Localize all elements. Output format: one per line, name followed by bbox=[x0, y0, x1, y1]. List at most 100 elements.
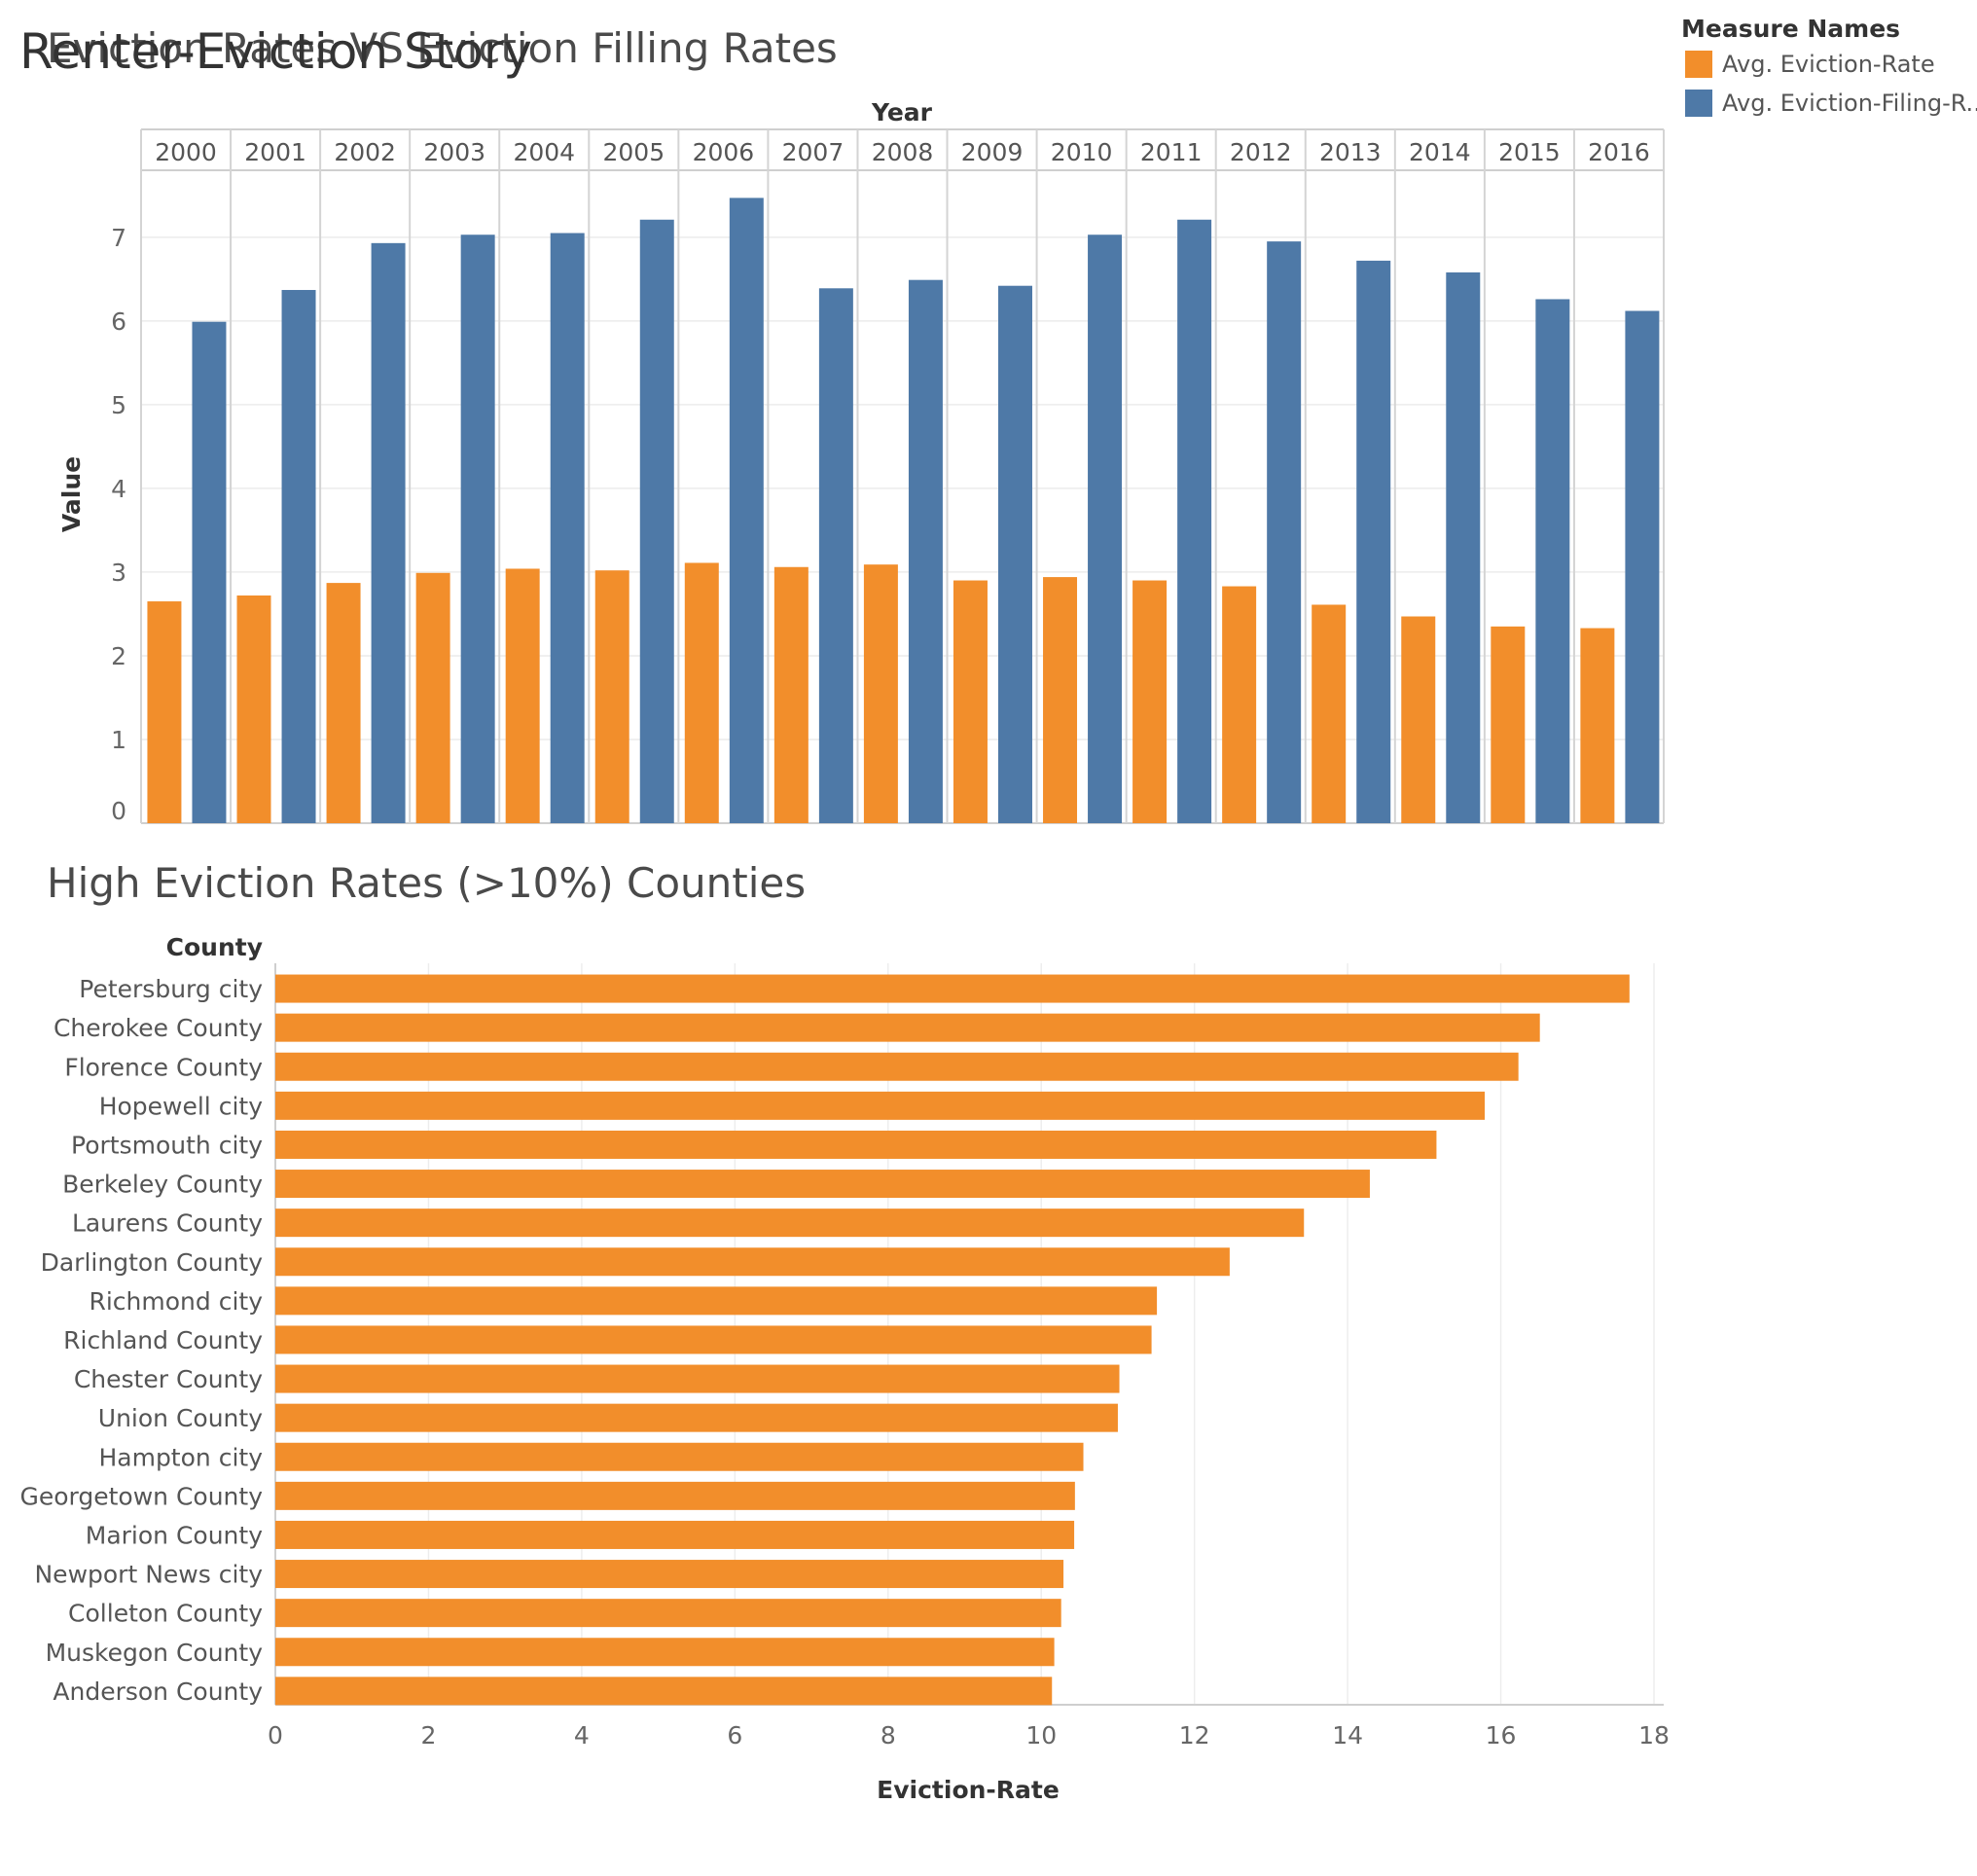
county-bar[interactable] bbox=[275, 1520, 1075, 1549]
county-bar[interactable] bbox=[275, 1247, 1230, 1277]
county-bar[interactable] bbox=[275, 1013, 1540, 1042]
bar-eviction-filing-rate[interactable] bbox=[639, 219, 674, 823]
bottom-x-tick-label: 18 bbox=[1638, 1721, 1670, 1750]
county-label: Colleton County bbox=[68, 1600, 263, 1628]
bottom-x-axis-title: Eviction-Rate bbox=[877, 1776, 1060, 1804]
year-headers: 2000 2001 2002 2003 2004 2005 2006 2007 2008 2009… bbox=[155, 138, 1650, 166]
top-y-tick-label: 4 bbox=[111, 475, 126, 503]
bar-eviction-rate[interactable] bbox=[863, 564, 898, 823]
top-y-tick-label: 6 bbox=[111, 307, 126, 336]
top-bars bbox=[147, 198, 1660, 824]
year-header: 2001 bbox=[244, 138, 306, 166]
bar-eviction-rate[interactable] bbox=[147, 601, 182, 823]
legend-label-eviction-rate[interactable]: Avg. Eviction-Rate bbox=[1722, 51, 1935, 78]
bottom-x-tick-label: 8 bbox=[881, 1721, 896, 1750]
bar-eviction-filing-rate[interactable] bbox=[729, 198, 764, 824]
bar-eviction-rate[interactable] bbox=[1580, 628, 1615, 823]
bar-eviction-filing-rate[interactable] bbox=[1356, 260, 1391, 823]
bar-eviction-rate[interactable] bbox=[236, 595, 271, 823]
county-bar[interactable] bbox=[275, 1130, 1437, 1159]
bar-eviction-filing-rate[interactable] bbox=[460, 234, 495, 823]
county-label: Darlington County bbox=[41, 1248, 264, 1277]
county-bar[interactable] bbox=[275, 1170, 1370, 1199]
top-y-axis-title: Value bbox=[57, 456, 86, 532]
bar-eviction-filing-rate[interactable] bbox=[281, 290, 316, 823]
bar-eviction-filing-rate[interactable] bbox=[1625, 310, 1660, 823]
year-header: 2002 bbox=[334, 138, 396, 166]
bottom-x-tick-label: 14 bbox=[1332, 1721, 1363, 1750]
bar-eviction-rate[interactable] bbox=[1043, 577, 1078, 823]
bar-eviction-filing-rate[interactable] bbox=[1177, 219, 1212, 823]
county-bar[interactable] bbox=[275, 1599, 1061, 1628]
bar-eviction-rate[interactable] bbox=[1222, 586, 1257, 823]
county-bar[interactable] bbox=[275, 1481, 1075, 1510]
bar-eviction-rate[interactable] bbox=[326, 583, 361, 823]
legend-label-filing-rate[interactable]: Avg. Eviction-Filing-R.. bbox=[1722, 90, 1977, 117]
county-label: Newport News city bbox=[34, 1561, 263, 1589]
bar-eviction-filing-rate[interactable] bbox=[550, 233, 585, 823]
bottom-y-axis-title: County bbox=[166, 933, 263, 961]
bar-eviction-filing-rate[interactable] bbox=[1446, 271, 1481, 823]
bar-eviction-rate[interactable] bbox=[1132, 580, 1168, 823]
year-header: 2012 bbox=[1230, 138, 1292, 166]
bar-eviction-filing-rate[interactable] bbox=[1535, 299, 1570, 823]
county-bar[interactable] bbox=[275, 1091, 1486, 1120]
bar-eviction-filing-rate[interactable] bbox=[371, 242, 406, 824]
bottom-x-tick-label: 0 bbox=[268, 1721, 283, 1750]
bar-eviction-rate[interactable] bbox=[594, 570, 629, 823]
county-bar[interactable] bbox=[275, 1560, 1064, 1589]
top-chart-title: Eviction Rates VS Eviction Filling Rates bbox=[47, 24, 838, 72]
year-header: 2004 bbox=[513, 138, 575, 166]
bar-eviction-filing-rate[interactable] bbox=[998, 285, 1032, 823]
bar-eviction-rate[interactable] bbox=[505, 568, 540, 823]
legend[interactable]: Measure Names Avg. Eviction-Rate Avg. Ev… bbox=[1681, 15, 1977, 117]
bottom-x-tick-label: 4 bbox=[574, 1721, 590, 1750]
county-bar[interactable] bbox=[275, 1364, 1120, 1393]
year-header: 2013 bbox=[1319, 138, 1382, 166]
bar-eviction-rate[interactable] bbox=[953, 580, 988, 823]
bar-eviction-rate[interactable] bbox=[1401, 616, 1436, 823]
bar-eviction-filing-rate[interactable] bbox=[192, 321, 227, 823]
bar-eviction-rate[interactable] bbox=[1312, 604, 1347, 823]
bar-eviction-rate[interactable] bbox=[1491, 626, 1526, 823]
county-label: Hampton city bbox=[98, 1443, 263, 1471]
county-label: Richmond city bbox=[89, 1287, 263, 1316]
county-label: Petersburg city bbox=[79, 975, 263, 1003]
county-bar[interactable] bbox=[275, 1677, 1053, 1706]
top-y-tick-label: 3 bbox=[111, 559, 126, 587]
county-bar[interactable] bbox=[275, 1325, 1152, 1354]
county-bar[interactable] bbox=[275, 1052, 1519, 1081]
county-bar[interactable] bbox=[275, 1442, 1084, 1471]
bar-eviction-rate[interactable] bbox=[684, 562, 719, 823]
county-label: Chester County bbox=[74, 1365, 263, 1393]
year-header: 2006 bbox=[693, 138, 755, 166]
bar-eviction-filing-rate[interactable] bbox=[818, 288, 853, 823]
year-header: 2016 bbox=[1588, 138, 1650, 166]
legend-swatch-eviction-rate[interactable] bbox=[1685, 51, 1712, 78]
county-label: Anderson County bbox=[53, 1678, 263, 1706]
top-y-axis: 0 1 2 3 4 5 6 7 bbox=[111, 224, 126, 825]
top-y-tick-label: 5 bbox=[111, 391, 126, 419]
bar-eviction-filing-rate[interactable] bbox=[1088, 234, 1123, 823]
legend-swatch-filing-rate[interactable] bbox=[1685, 90, 1712, 117]
year-header: 2015 bbox=[1498, 138, 1561, 166]
county-bar[interactable] bbox=[275, 1638, 1055, 1667]
county-bar[interactable] bbox=[275, 974, 1630, 1003]
county-bar[interactable] bbox=[275, 1286, 1158, 1316]
bottom-chart: County Eviction-Rate Petersburg city Cher… bbox=[19, 933, 1669, 1804]
county-label: Marion County bbox=[86, 1521, 263, 1549]
county-label: Portsmouth city bbox=[71, 1131, 263, 1159]
county-labels: Petersburg city Cherokee County Florence C… bbox=[19, 975, 263, 1706]
bar-eviction-filing-rate[interactable] bbox=[908, 279, 943, 823]
year-header: 2008 bbox=[872, 138, 934, 166]
county-bar[interactable] bbox=[275, 1209, 1305, 1238]
top-y-tick-label: 1 bbox=[111, 726, 126, 754]
bottom-x-axis: 0 2 4 6 8 10 12 14 16 18 bbox=[268, 1721, 1670, 1750]
bottom-x-tick-label: 2 bbox=[420, 1721, 436, 1750]
story-title: Renter-Eviction Story bbox=[19, 23, 532, 80]
county-bar[interactable] bbox=[275, 1403, 1118, 1432]
bar-eviction-rate[interactable] bbox=[415, 572, 450, 823]
bar-eviction-rate[interactable] bbox=[773, 566, 809, 823]
top-y-tick-label: 7 bbox=[111, 224, 126, 252]
bar-eviction-filing-rate[interactable] bbox=[1267, 241, 1302, 823]
